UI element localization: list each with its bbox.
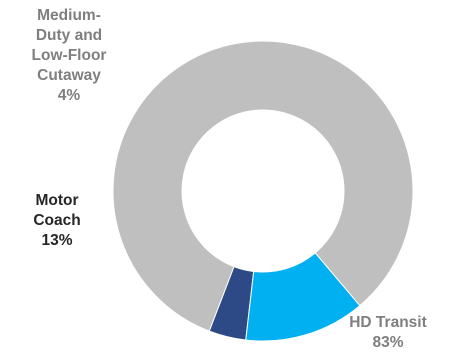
slice-label-1: Motor Coach 13%: [33, 192, 80, 249]
slice-percent-label: 83%: [372, 334, 403, 351]
slice-name-line: Low-Floor: [32, 47, 107, 64]
slice-label-2: HD Transit 83%: [349, 314, 427, 351]
slice-labels: Medium- Duty and Low-Floor Cutaway 4% Motor Co…: [32, 7, 427, 351]
slice-name-line: Motor: [35, 192, 78, 209]
slice-percent-label: 13%: [41, 232, 72, 249]
slice-name-line: Duty and: [36, 27, 102, 44]
slice-percent-label: 4%: [58, 87, 81, 104]
slice-name-line: HD Transit: [349, 314, 427, 331]
donut-slices: [112, 40, 414, 342]
slice-name-line: Cutaway: [37, 67, 101, 84]
slice-label-0: Medium- Duty and Low-Floor Cutaway 4%: [32, 7, 107, 104]
slice-name-line: Medium-: [37, 7, 101, 24]
donut-slice-2: [112, 40, 414, 332]
slice-name-line: Coach: [33, 212, 80, 229]
